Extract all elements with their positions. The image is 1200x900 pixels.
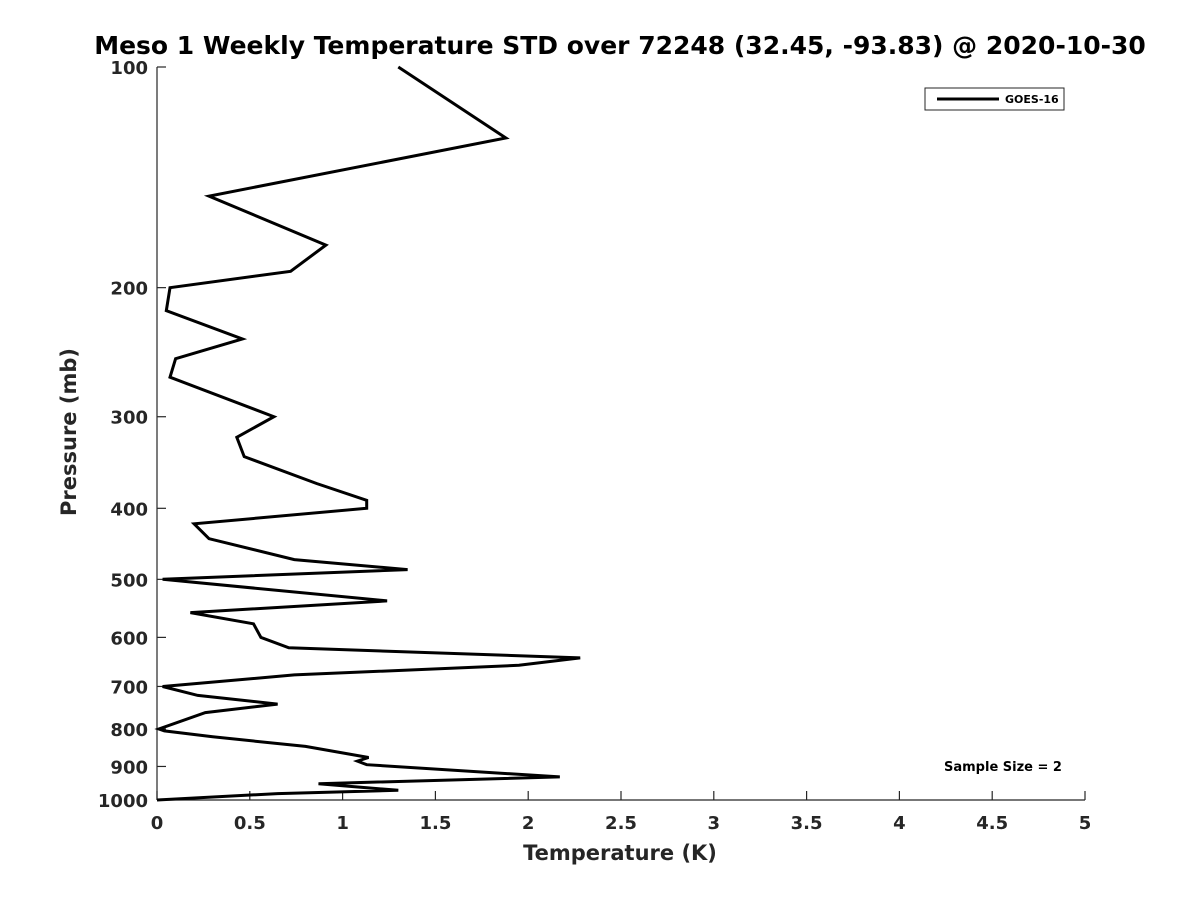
y-tick-label: 400 — [110, 499, 148, 520]
x-tick-label: 4.5 — [976, 813, 1008, 834]
sample-size-annotation: Sample Size = 2 — [944, 760, 1062, 775]
chart-title: Meso 1 Weekly Temperature STD over 72248… — [94, 31, 1146, 60]
legend: GOES-16 — [924, 87, 1065, 111]
y-tick-label: 1000 — [98, 791, 148, 812]
series-line-goes-16 — [154, 65, 581, 802]
y-ticks: 100 200 300 400 500 600 700 800 900 1000 — [98, 58, 166, 812]
x-tick-label: 0.5 — [234, 813, 266, 834]
series-layer — [154, 65, 581, 802]
x-tick-label: 3.5 — [791, 813, 823, 834]
y-tick-label: 500 — [110, 570, 148, 591]
y-axis-label: Pressure (mb) — [57, 348, 81, 516]
y-tick-label: 200 — [110, 279, 148, 300]
y-tick-label: 900 — [110, 757, 148, 778]
y-tick-label: 600 — [110, 628, 148, 649]
x-tick-label: 1 — [336, 813, 349, 834]
x-tick-label: 2 — [522, 813, 535, 834]
x-tick-label: 2.5 — [605, 813, 637, 834]
x-ticks: 0 0.5 1 1.5 2 2.5 3 3.5 4 4.5 5 — [151, 791, 1092, 834]
legend-label-goes-16: GOES-16 — [1005, 93, 1059, 106]
y-tick-label: 300 — [110, 408, 148, 429]
x-tick-label: 3 — [708, 813, 721, 834]
y-tick-label: 800 — [110, 720, 148, 741]
x-tick-label: 4 — [893, 813, 906, 834]
y-tick-label: 100 — [110, 58, 148, 79]
x-tick-label: 0 — [151, 813, 164, 834]
y-tick-label: 700 — [110, 677, 148, 698]
x-tick-label: 1.5 — [419, 813, 451, 834]
x-tick-label: 5 — [1079, 813, 1092, 834]
x-axis-label: Temperature (K) — [523, 841, 717, 865]
